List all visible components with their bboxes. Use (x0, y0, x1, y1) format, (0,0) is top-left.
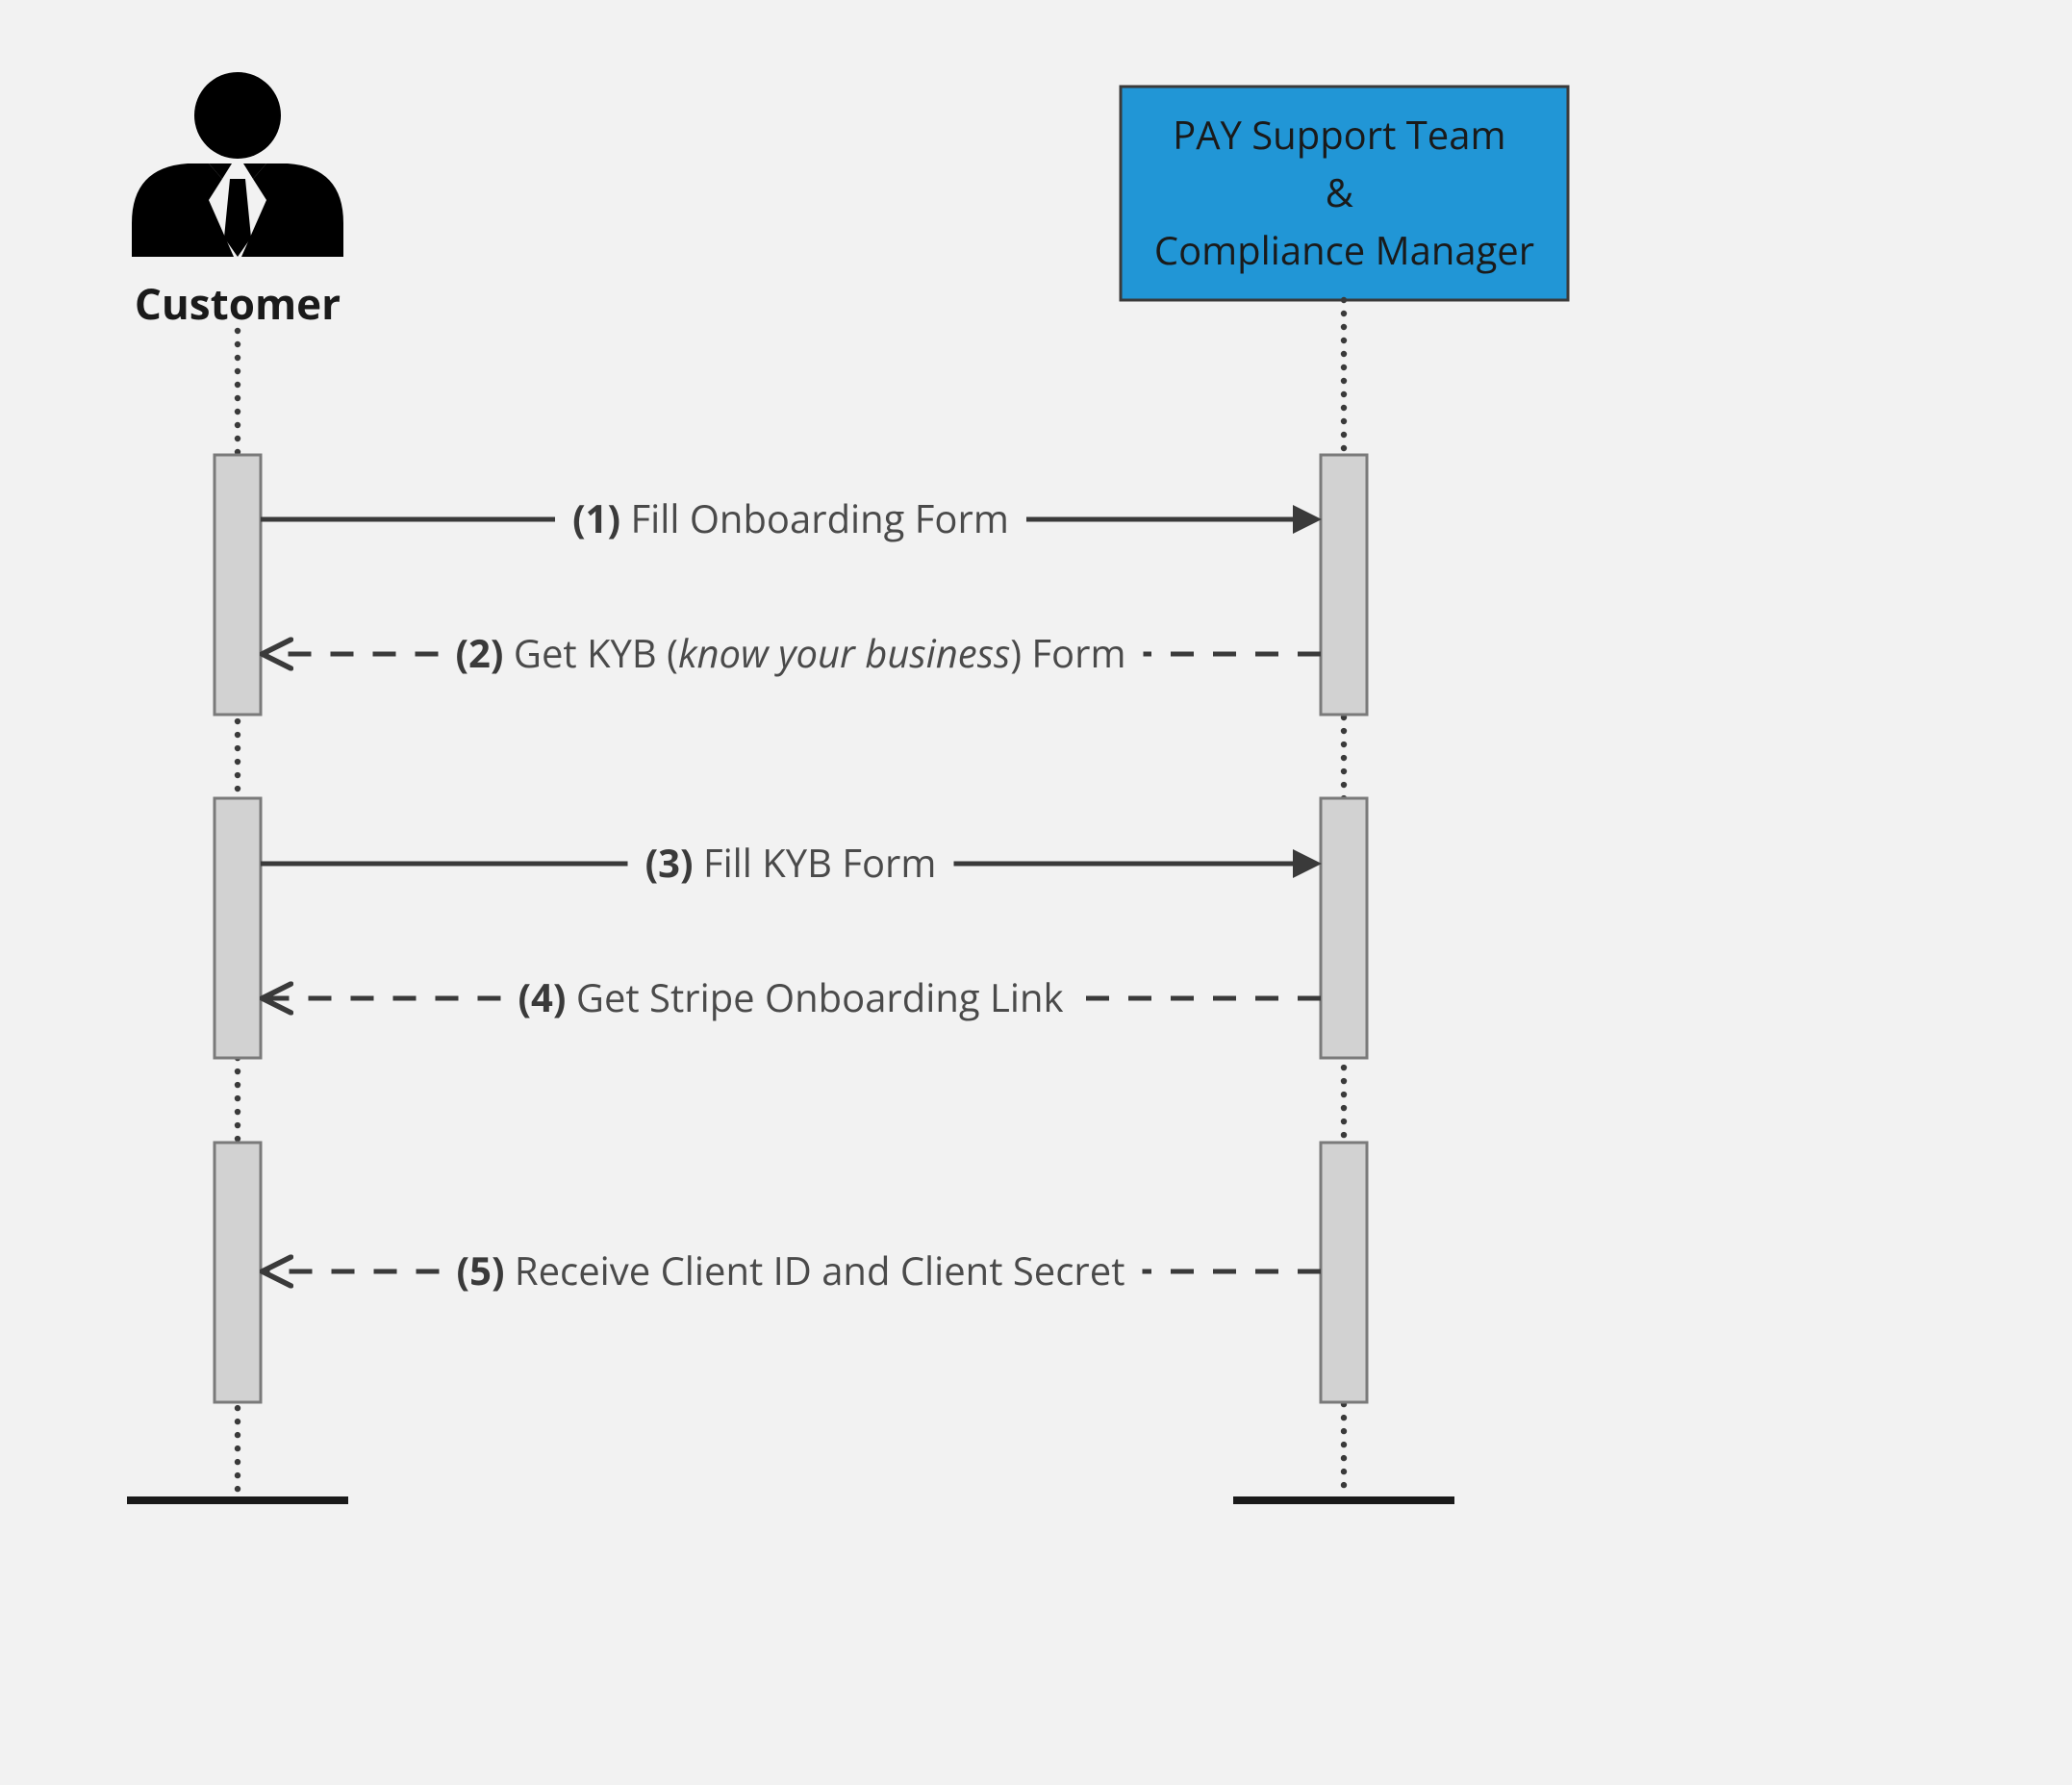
actor-label-customer: Customer (135, 274, 341, 332)
messages: (1) Fill Onboarding Form (2) Get KYB (kno… (261, 486, 1321, 1302)
message-1: (1) Fill Onboarding Form (261, 486, 1317, 550)
customer-icon (132, 72, 343, 257)
message-label: (2) Get KYB (know your business) Form (456, 626, 1126, 679)
message-label: (3) Fill KYB Form (645, 836, 937, 889)
message-label: (1) Fill Onboarding Form (572, 491, 1009, 544)
message-5: (5) Receive Client ID and Client Secret (265, 1238, 1321, 1302)
message-2: (2) Get KYB (know your business) Form (265, 620, 1321, 685)
message-label: (5) Receive Client ID and Client Secret (457, 1244, 1125, 1296)
activation-bars-customer (215, 455, 261, 1402)
activation-bars-support (1321, 455, 1367, 1402)
message-4: (4) Get Stripe Onboarding Link (265, 965, 1321, 1029)
message-label: (4) Get Stripe Onboarding Link (518, 970, 1063, 1023)
message-3: (3) Fill KYB Form (261, 830, 1317, 894)
sequence-diagram: PAY Support Team & Compliance Manager Cu… (0, 0, 2072, 1785)
